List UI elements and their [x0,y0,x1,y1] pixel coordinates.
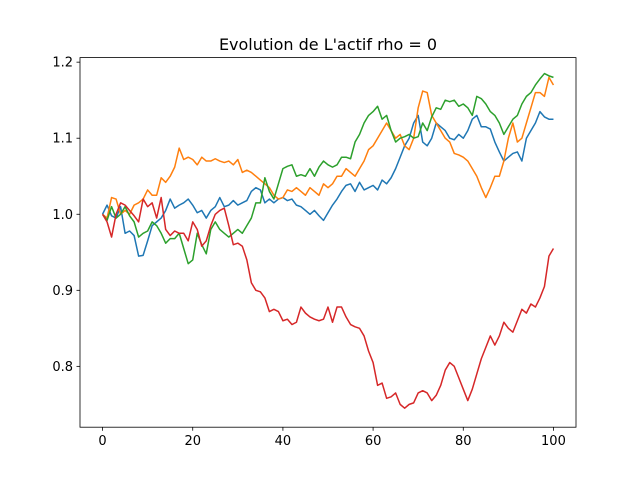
x-tick-label: 40 [275,434,292,449]
x-tick-label: 20 [184,434,201,449]
y-tick-label: 1.0 [52,208,73,223]
chart-title: Evolution de L'actif rho = 0 [219,35,437,54]
y-tick-label: 0.9 [52,284,73,299]
x-tick-label: 80 [455,434,472,449]
series-line [101,72,554,265]
x-tick-label: 100 [541,434,566,449]
series-line [102,76,555,219]
y-tick-label: 0.8 [52,360,73,375]
y-tick-label: 1.2 [52,56,73,71]
x-tick-label: 0 [98,434,106,449]
plot-frame [79,57,577,428]
x-tick-label: 60 [365,434,382,449]
series-line [101,110,554,257]
series-line [101,196,555,409]
y-tick-label: 1.1 [52,132,73,147]
